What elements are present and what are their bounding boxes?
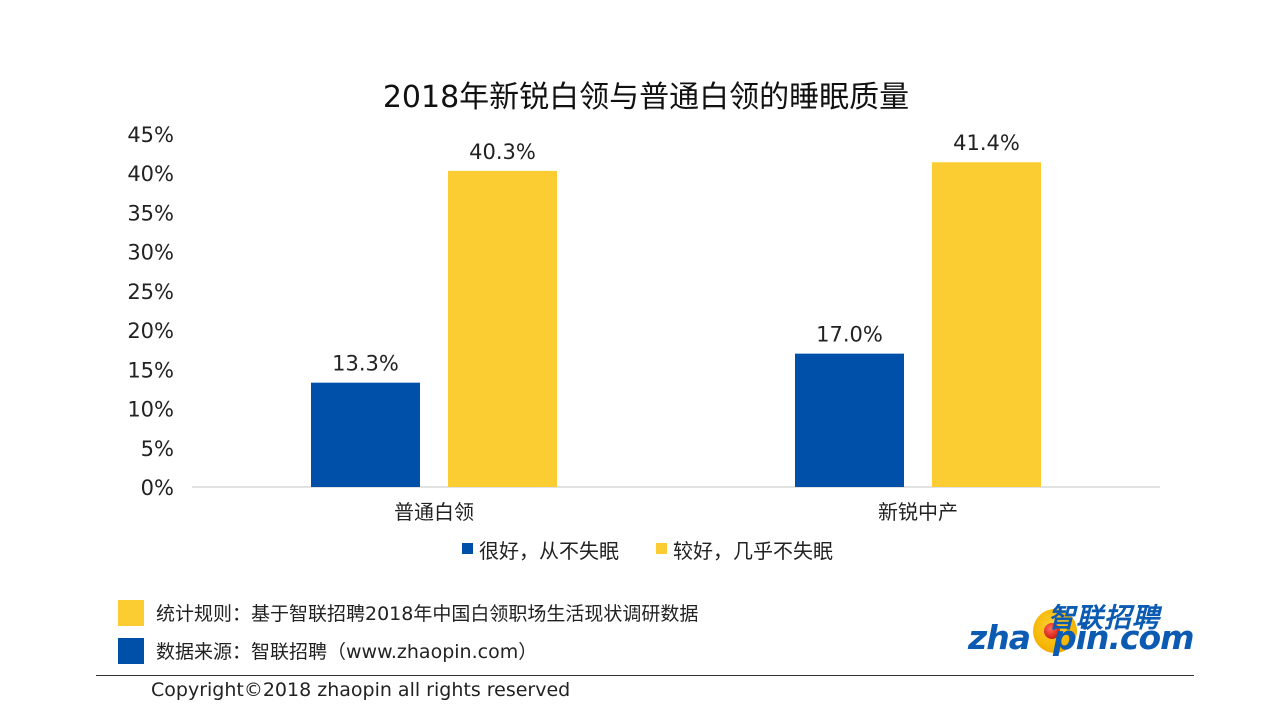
y-tick-label: 15% bbox=[127, 358, 174, 382]
statistics-rule-note: 统计规则：基于智联招聘2018年中国白领职场生活现状调研数据 bbox=[118, 599, 698, 626]
x-category-label: 普通白领 bbox=[394, 500, 474, 524]
note-swatch-yellow bbox=[118, 599, 144, 626]
logo-dot-icon bbox=[1044, 623, 1060, 639]
zhaopin-logo: 智联招聘 zha pin.com bbox=[964, 596, 1195, 676]
bar-value-label: 17.0% bbox=[816, 323, 883, 347]
statistics-rule-text: 统计规则：基于智联招聘2018年中国白领职场生活现状调研数据 bbox=[156, 603, 699, 625]
bar bbox=[448, 170, 557, 487]
y-tick-label: 25% bbox=[127, 280, 174, 304]
logo-chinese-text: 智联招聘 bbox=[1048, 603, 1160, 634]
y-tick-label: 10% bbox=[127, 398, 174, 422]
note-swatch-blue bbox=[118, 637, 144, 664]
bar bbox=[932, 162, 1041, 488]
chart-title: 2018年新锐白领与普通白领的睡眠质量 bbox=[383, 80, 909, 115]
legend-label: 很好，从不失眠 bbox=[479, 539, 619, 563]
bar-chart: 2018年新锐白领与普通白领的睡眠质量 0% 5% 10% 15% 20% 25% 30% 35… bbox=[127, 80, 1160, 563]
y-tick-label: 30% bbox=[127, 241, 174, 265]
legend-swatch bbox=[656, 543, 667, 554]
x-category-label: 新锐中产 bbox=[878, 500, 958, 524]
footer-divider bbox=[96, 675, 1194, 676]
y-tick-label: 45% bbox=[127, 123, 174, 147]
legend-swatch bbox=[462, 543, 473, 554]
y-tick-label: 5% bbox=[141, 437, 174, 461]
logo-english-text: zha pin.com bbox=[968, 618, 1195, 657]
bar-value-label: 13.3% bbox=[332, 352, 399, 376]
y-tick-label: 0% bbox=[141, 476, 174, 500]
y-tick-label: 20% bbox=[127, 319, 174, 343]
y-tick-label: 40% bbox=[127, 162, 174, 186]
bar-value-label: 41.4% bbox=[953, 131, 1020, 155]
logo-english-right: pin.com bbox=[1052, 618, 1195, 657]
bar-value-label: 40.3% bbox=[469, 140, 536, 164]
bar bbox=[795, 353, 904, 487]
legend-label: 较好，几乎不失眠 bbox=[673, 539, 833, 563]
copyright-text: Copyright©2018 zhaopin all rights reserv… bbox=[151, 679, 571, 701]
y-tick-label: 35% bbox=[127, 201, 174, 225]
data-source-text: 数据来源：智联招聘（www.zhaopin.com） bbox=[156, 641, 538, 663]
bar bbox=[311, 382, 420, 487]
logo-english-left: zha bbox=[968, 618, 1031, 657]
data-source-note: 数据来源：智联招聘（www.zhaopin.com） bbox=[118, 637, 537, 664]
